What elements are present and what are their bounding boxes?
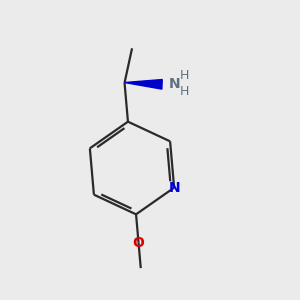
Text: O: O bbox=[133, 236, 145, 250]
Text: N: N bbox=[169, 77, 181, 91]
Text: N: N bbox=[168, 181, 180, 195]
Text: H: H bbox=[180, 69, 189, 82]
Text: H: H bbox=[180, 85, 189, 98]
Polygon shape bbox=[124, 80, 162, 89]
